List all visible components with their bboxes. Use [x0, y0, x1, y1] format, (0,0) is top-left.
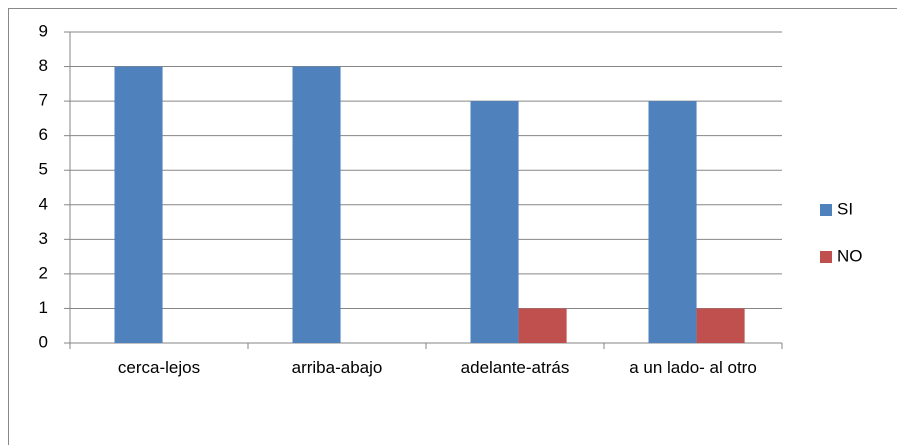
- bar: [696, 308, 745, 343]
- y-tick-label: 9: [39, 21, 48, 40]
- x-tick-label: adelante-atrás: [460, 358, 570, 377]
- bar: [470, 101, 519, 343]
- chart-frame: [8, 8, 897, 445]
- y-tick-label: 6: [39, 125, 48, 144]
- bar: [114, 66, 163, 344]
- y-tick-label: 0: [39, 332, 48, 351]
- x-tick-label-box: adelante-atrás: [460, 358, 570, 377]
- y-tick-label: 3: [39, 229, 48, 248]
- legend-label: SI: [837, 199, 853, 218]
- bar: [648, 101, 697, 343]
- bar: [292, 66, 341, 344]
- x-tick-label: a un lado- al otro: [629, 358, 757, 377]
- y-tick-label: 2: [39, 263, 48, 282]
- x-tick-label: cerca-lejos: [117, 358, 201, 377]
- legend-swatch: [820, 204, 832, 216]
- legend-swatch: [820, 251, 832, 263]
- bar: [518, 308, 567, 343]
- legend-label: NO: [837, 246, 863, 265]
- y-tick-label: 8: [39, 56, 48, 75]
- y-tick-label: 7: [39, 91, 48, 110]
- x-tick-label-box: cerca-lejos: [117, 358, 201, 377]
- y-tick-label: 5: [39, 160, 48, 179]
- y-tick-label: 4: [39, 194, 48, 213]
- x-tick-label: arriba-abajo: [291, 358, 383, 377]
- x-tick-label-box: a un lado- al otro: [629, 358, 757, 377]
- y-tick-label: 1: [39, 298, 48, 317]
- x-tick-label-box: arriba-abajo: [291, 358, 383, 377]
